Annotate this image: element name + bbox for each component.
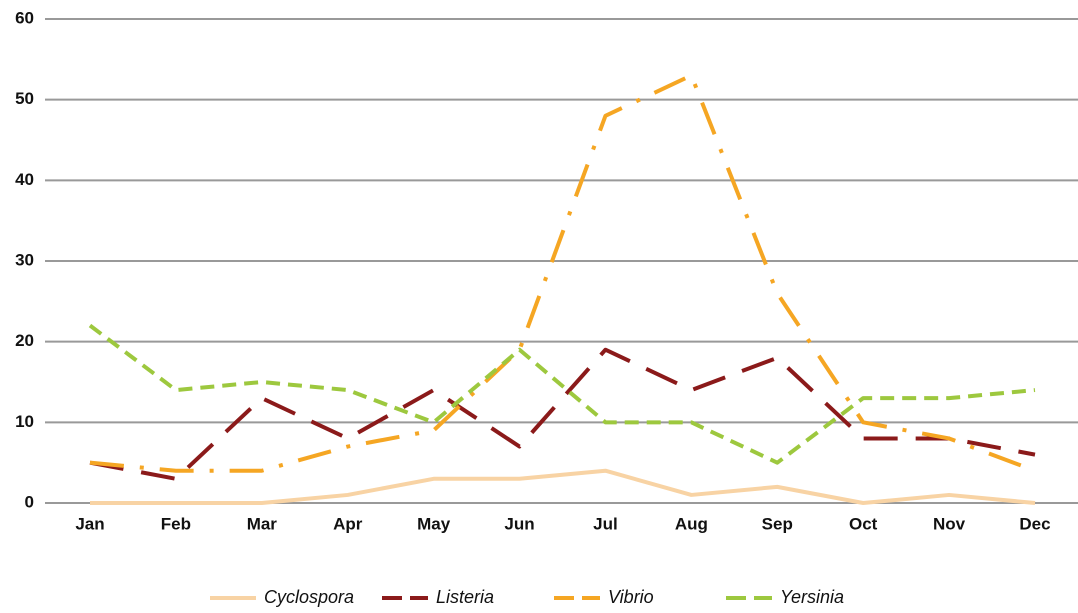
- x-tick-label: Jun: [504, 514, 534, 533]
- series-line: [89, 347, 1036, 481]
- y-tick-label: 40: [15, 170, 34, 189]
- x-tick-label: Aug: [675, 514, 708, 533]
- x-tick-label: Dec: [1019, 514, 1050, 533]
- x-tick-label: May: [417, 514, 451, 533]
- x-tick-label: Sep: [762, 514, 793, 533]
- legend-label: Listeria: [436, 587, 494, 607]
- y-tick-label: 60: [15, 8, 34, 27]
- x-tick-label: Mar: [247, 514, 278, 533]
- x-tick-label: Apr: [333, 514, 363, 533]
- series-line: [89, 73, 1036, 473]
- y-tick-label: 0: [25, 492, 34, 511]
- x-tick-label: Oct: [849, 514, 878, 533]
- y-tick-label: 50: [15, 89, 34, 108]
- x-tick-label: Nov: [933, 514, 966, 533]
- x-tick-label: Feb: [161, 514, 191, 533]
- legend-label: Vibrio: [608, 587, 654, 607]
- x-tick-label: Jul: [593, 514, 618, 533]
- y-tick-label: 30: [15, 250, 34, 269]
- legend-label: Yersinia: [780, 587, 844, 607]
- legend-label: Cyclospora: [264, 587, 354, 607]
- series-line: [90, 468, 1036, 505]
- y-tick-label: 10: [15, 412, 34, 431]
- y-tick-label: 20: [15, 331, 34, 350]
- series-line: [88, 323, 1036, 465]
- x-tick-label: Jan: [75, 514, 104, 533]
